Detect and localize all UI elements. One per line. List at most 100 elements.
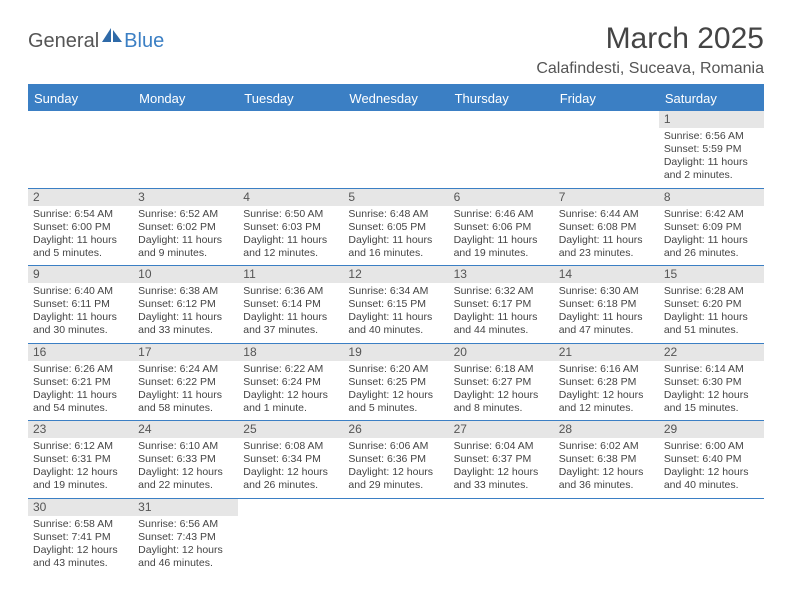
daylight-text: and 29 minutes.	[348, 479, 443, 492]
day-number: 13	[449, 266, 554, 283]
sunset-text: Sunset: 6:36 PM	[348, 453, 443, 466]
sunset-text: Sunset: 6:15 PM	[348, 298, 443, 311]
sunrise-text: Sunrise: 6:00 AM	[664, 440, 759, 453]
month-title: March 2025	[536, 22, 764, 56]
sunset-text: Sunset: 7:41 PM	[33, 531, 128, 544]
calendar-cell: 18Sunrise: 6:22 AMSunset: 6:24 PMDayligh…	[238, 343, 343, 421]
sunrise-text: Sunrise: 6:04 AM	[454, 440, 549, 453]
day-number: 20	[449, 344, 554, 361]
sunset-text: Sunset: 6:09 PM	[664, 221, 759, 234]
day-number: 22	[659, 344, 764, 361]
calendar-cell	[554, 498, 659, 575]
weekday-header: Wednesday	[343, 86, 448, 111]
calendar-cell: 4Sunrise: 6:50 AMSunset: 6:03 PMDaylight…	[238, 188, 343, 266]
sunrise-text: Sunrise: 6:22 AM	[243, 363, 338, 376]
sunrise-text: Sunrise: 6:44 AM	[559, 208, 654, 221]
daylight-text: Daylight: 12 hours	[664, 389, 759, 402]
sunset-text: Sunset: 6:03 PM	[243, 221, 338, 234]
sunrise-text: Sunrise: 6:46 AM	[454, 208, 549, 221]
sunset-text: Sunset: 6:20 PM	[664, 298, 759, 311]
calendar-cell: 25Sunrise: 6:08 AMSunset: 6:34 PMDayligh…	[238, 421, 343, 499]
sunset-text: Sunset: 6:38 PM	[559, 453, 654, 466]
sunset-text: Sunset: 6:06 PM	[454, 221, 549, 234]
weekday-header: Saturday	[659, 86, 764, 111]
day-number: 16	[28, 344, 133, 361]
daylight-text: and 15 minutes.	[664, 402, 759, 415]
daylight-text: and 47 minutes.	[559, 324, 654, 337]
daylight-text: Daylight: 11 hours	[454, 234, 549, 247]
weekday-header: Sunday	[28, 86, 133, 111]
header: General Blue March 2025 Calafindesti, Su…	[28, 22, 764, 78]
sunset-text: Sunset: 6:12 PM	[138, 298, 233, 311]
daylight-text: Daylight: 11 hours	[348, 234, 443, 247]
sunrise-text: Sunrise: 6:40 AM	[33, 285, 128, 298]
day-number: 5	[343, 189, 448, 206]
day-number: 26	[343, 421, 448, 438]
calendar-cell: 6Sunrise: 6:46 AMSunset: 6:06 PMDaylight…	[449, 188, 554, 266]
day-number: 8	[659, 189, 764, 206]
daylight-text: and 19 minutes.	[454, 247, 549, 260]
daylight-text: and 5 minutes.	[348, 402, 443, 415]
sunrise-text: Sunrise: 6:54 AM	[33, 208, 128, 221]
sail-icon	[102, 26, 124, 47]
daylight-text: and 8 minutes.	[454, 402, 549, 415]
calendar-cell	[449, 111, 554, 188]
calendar-cell: 16Sunrise: 6:26 AMSunset: 6:21 PMDayligh…	[28, 343, 133, 421]
weekday-header: Friday	[554, 86, 659, 111]
day-number: 19	[343, 344, 448, 361]
sunset-text: Sunset: 6:00 PM	[33, 221, 128, 234]
day-number: 18	[238, 344, 343, 361]
calendar-row: 1Sunrise: 6:56 AMSunset: 5:59 PMDaylight…	[28, 111, 764, 188]
calendar-cell	[238, 111, 343, 188]
day-number: 3	[133, 189, 238, 206]
daylight-text: Daylight: 12 hours	[243, 389, 338, 402]
daylight-text: and 43 minutes.	[33, 557, 128, 570]
daylight-text: and 2 minutes.	[664, 169, 759, 182]
daylight-text: Daylight: 11 hours	[664, 311, 759, 324]
daylight-text: Daylight: 11 hours	[664, 234, 759, 247]
calendar-cell: 2Sunrise: 6:54 AMSunset: 6:00 PMDaylight…	[28, 188, 133, 266]
title-block: March 2025 Calafindesti, Suceava, Romani…	[536, 22, 764, 78]
sunrise-text: Sunrise: 6:42 AM	[664, 208, 759, 221]
daylight-text: and 46 minutes.	[138, 557, 233, 570]
calendar-cell: 24Sunrise: 6:10 AMSunset: 6:33 PMDayligh…	[133, 421, 238, 499]
daylight-text: and 16 minutes.	[348, 247, 443, 260]
daylight-text: and 44 minutes.	[454, 324, 549, 337]
calendar-cell: 7Sunrise: 6:44 AMSunset: 6:08 PMDaylight…	[554, 188, 659, 266]
sunset-text: Sunset: 6:34 PM	[243, 453, 338, 466]
calendar-cell: 31Sunrise: 6:56 AMSunset: 7:43 PMDayligh…	[133, 498, 238, 575]
daylight-text: Daylight: 11 hours	[33, 234, 128, 247]
day-number: 24	[133, 421, 238, 438]
logo: General Blue	[28, 26, 164, 57]
calendar-cell: 14Sunrise: 6:30 AMSunset: 6:18 PMDayligh…	[554, 266, 659, 344]
sunrise-text: Sunrise: 6:06 AM	[348, 440, 443, 453]
calendar-cell: 23Sunrise: 6:12 AMSunset: 6:31 PMDayligh…	[28, 421, 133, 499]
sunset-text: Sunset: 6:08 PM	[559, 221, 654, 234]
calendar-cell: 26Sunrise: 6:06 AMSunset: 6:36 PMDayligh…	[343, 421, 448, 499]
sunrise-text: Sunrise: 6:18 AM	[454, 363, 549, 376]
daylight-text: and 40 minutes.	[348, 324, 443, 337]
sunrise-text: Sunrise: 6:16 AM	[559, 363, 654, 376]
daylight-text: and 37 minutes.	[243, 324, 338, 337]
daylight-text: Daylight: 11 hours	[33, 389, 128, 402]
daylight-text: Daylight: 11 hours	[454, 311, 549, 324]
sunrise-text: Sunrise: 6:58 AM	[33, 518, 128, 531]
logo-text-blue: Blue	[124, 30, 164, 53]
sunset-text: Sunset: 6:33 PM	[138, 453, 233, 466]
daylight-text: Daylight: 11 hours	[243, 311, 338, 324]
sunrise-text: Sunrise: 6:36 AM	[243, 285, 338, 298]
calendar-cell: 17Sunrise: 6:24 AMSunset: 6:22 PMDayligh…	[133, 343, 238, 421]
calendar-row: 9Sunrise: 6:40 AMSunset: 6:11 PMDaylight…	[28, 266, 764, 344]
sunset-text: Sunset: 6:17 PM	[454, 298, 549, 311]
calendar-row: 16Sunrise: 6:26 AMSunset: 6:21 PMDayligh…	[28, 343, 764, 421]
sunset-text: Sunset: 6:05 PM	[348, 221, 443, 234]
sunrise-text: Sunrise: 6:52 AM	[138, 208, 233, 221]
sunset-text: Sunset: 6:14 PM	[243, 298, 338, 311]
calendar-cell: 1Sunrise: 6:56 AMSunset: 5:59 PMDaylight…	[659, 111, 764, 188]
calendar-cell: 28Sunrise: 6:02 AMSunset: 6:38 PMDayligh…	[554, 421, 659, 499]
sunset-text: Sunset: 6:02 PM	[138, 221, 233, 234]
calendar-cell	[133, 111, 238, 188]
day-number: 10	[133, 266, 238, 283]
calendar-row: 23Sunrise: 6:12 AMSunset: 6:31 PMDayligh…	[28, 421, 764, 499]
daylight-text: Daylight: 11 hours	[243, 234, 338, 247]
